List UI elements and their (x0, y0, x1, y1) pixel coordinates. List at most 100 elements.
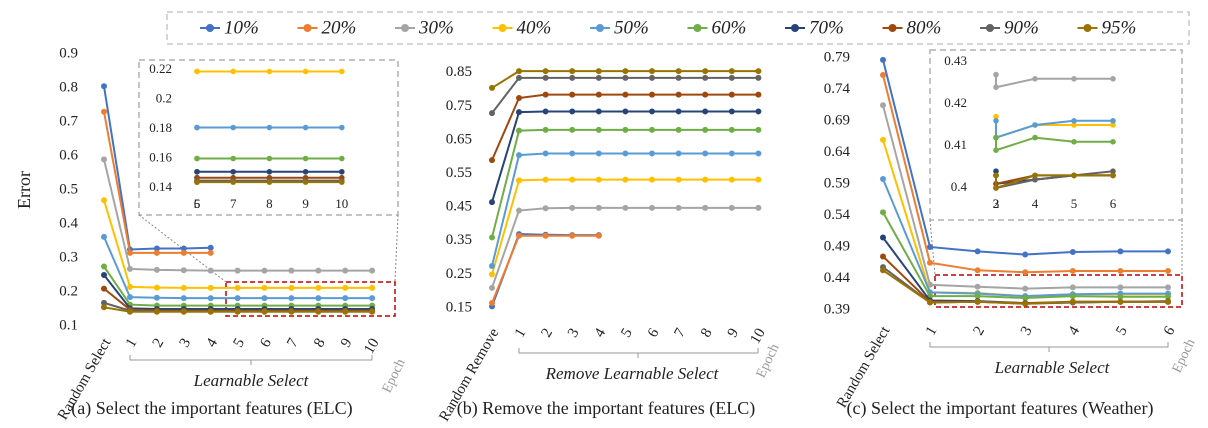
point (755, 176, 762, 183)
point (702, 176, 709, 183)
point (1069, 249, 1076, 256)
point (207, 284, 214, 291)
point (261, 295, 268, 302)
point (1069, 293, 1076, 300)
point (569, 150, 576, 157)
point (302, 155, 309, 162)
point (207, 249, 214, 256)
epoch-label: Epoch (754, 342, 783, 381)
point (516, 207, 522, 214)
point (728, 74, 735, 81)
point (622, 68, 629, 75)
legend-label: 95% (1102, 17, 1137, 38)
point (1110, 118, 1116, 124)
point (974, 248, 981, 255)
point (649, 108, 655, 115)
series-line (491, 178, 759, 275)
point (974, 298, 981, 305)
legend-marker (303, 24, 312, 32)
x-tick-label: 5 (230, 336, 248, 350)
point (542, 176, 549, 183)
series-line (491, 234, 599, 304)
point (234, 308, 241, 315)
point (675, 108, 682, 115)
point (1022, 300, 1029, 307)
point (702, 74, 709, 81)
y-tick-label: 0.41 (944, 137, 967, 152)
point (516, 68, 522, 75)
y-tick-label: 0.6 (59, 147, 78, 163)
legend-label: 20% (322, 17, 357, 38)
point (1032, 76, 1038, 82)
point (489, 84, 495, 91)
point (489, 234, 495, 241)
x-tick-label: 6 (645, 325, 663, 340)
x-tick-label: 10 (335, 196, 348, 211)
y-tick-label: 0.2 (156, 90, 172, 105)
point (266, 155, 273, 162)
bracket (929, 342, 1169, 352)
point (569, 108, 576, 115)
point (1117, 298, 1124, 305)
x-tick-label: 2 (150, 336, 168, 350)
point (489, 110, 495, 117)
x-tick-label: 6 (257, 335, 275, 350)
point (1165, 284, 1171, 291)
point (1032, 134, 1038, 141)
point (880, 253, 886, 260)
point (180, 308, 187, 315)
legend-marker (693, 24, 702, 32)
point (1022, 251, 1029, 258)
point (369, 284, 376, 291)
point (234, 295, 241, 302)
x-tick-label: 10 (747, 326, 768, 347)
point (489, 299, 495, 306)
point (595, 204, 602, 211)
point (675, 91, 682, 98)
point (649, 150, 655, 157)
y-tick-label: 0.15 (446, 299, 472, 315)
x-tick-label: 1 (123, 336, 141, 350)
y-tick-label: 0.2 (59, 283, 78, 299)
point (755, 108, 762, 115)
legend-label: 90% (1004, 17, 1039, 38)
point (207, 244, 214, 251)
bracket (518, 348, 759, 358)
legend-marker (888, 24, 897, 32)
point (728, 91, 735, 98)
point (728, 176, 735, 183)
y-tick-label: 0.75 (446, 98, 472, 114)
zoom-link (394, 214, 399, 283)
y-tick-label: 0.54 (824, 207, 851, 223)
point (127, 249, 133, 256)
point (516, 232, 522, 239)
point (993, 147, 999, 153)
point (622, 108, 629, 115)
point (101, 83, 107, 90)
point (339, 124, 345, 131)
y-tick-label: 0.39 (824, 301, 850, 317)
point (1110, 76, 1116, 82)
point (542, 91, 549, 98)
y-tick-label: 0.85 (446, 64, 472, 80)
point (302, 68, 309, 75)
point (180, 267, 187, 274)
point (728, 204, 735, 211)
y-tick-label: 0.8 (59, 79, 78, 95)
series-line (491, 110, 759, 203)
point (266, 168, 273, 175)
y-tick-label: 0.49 (824, 238, 850, 254)
y-tick-label: 0.42 (944, 95, 967, 110)
point (622, 204, 629, 211)
point (288, 308, 295, 315)
point (101, 263, 107, 270)
legend-label: 60% (712, 17, 747, 38)
y-tick-label: 0.3 (59, 249, 78, 265)
point (622, 176, 629, 183)
point (675, 150, 682, 157)
y-axis-label: Error (14, 171, 34, 209)
point (207, 267, 214, 274)
x-tick-label: 4 (1032, 196, 1039, 211)
point (516, 74, 522, 81)
